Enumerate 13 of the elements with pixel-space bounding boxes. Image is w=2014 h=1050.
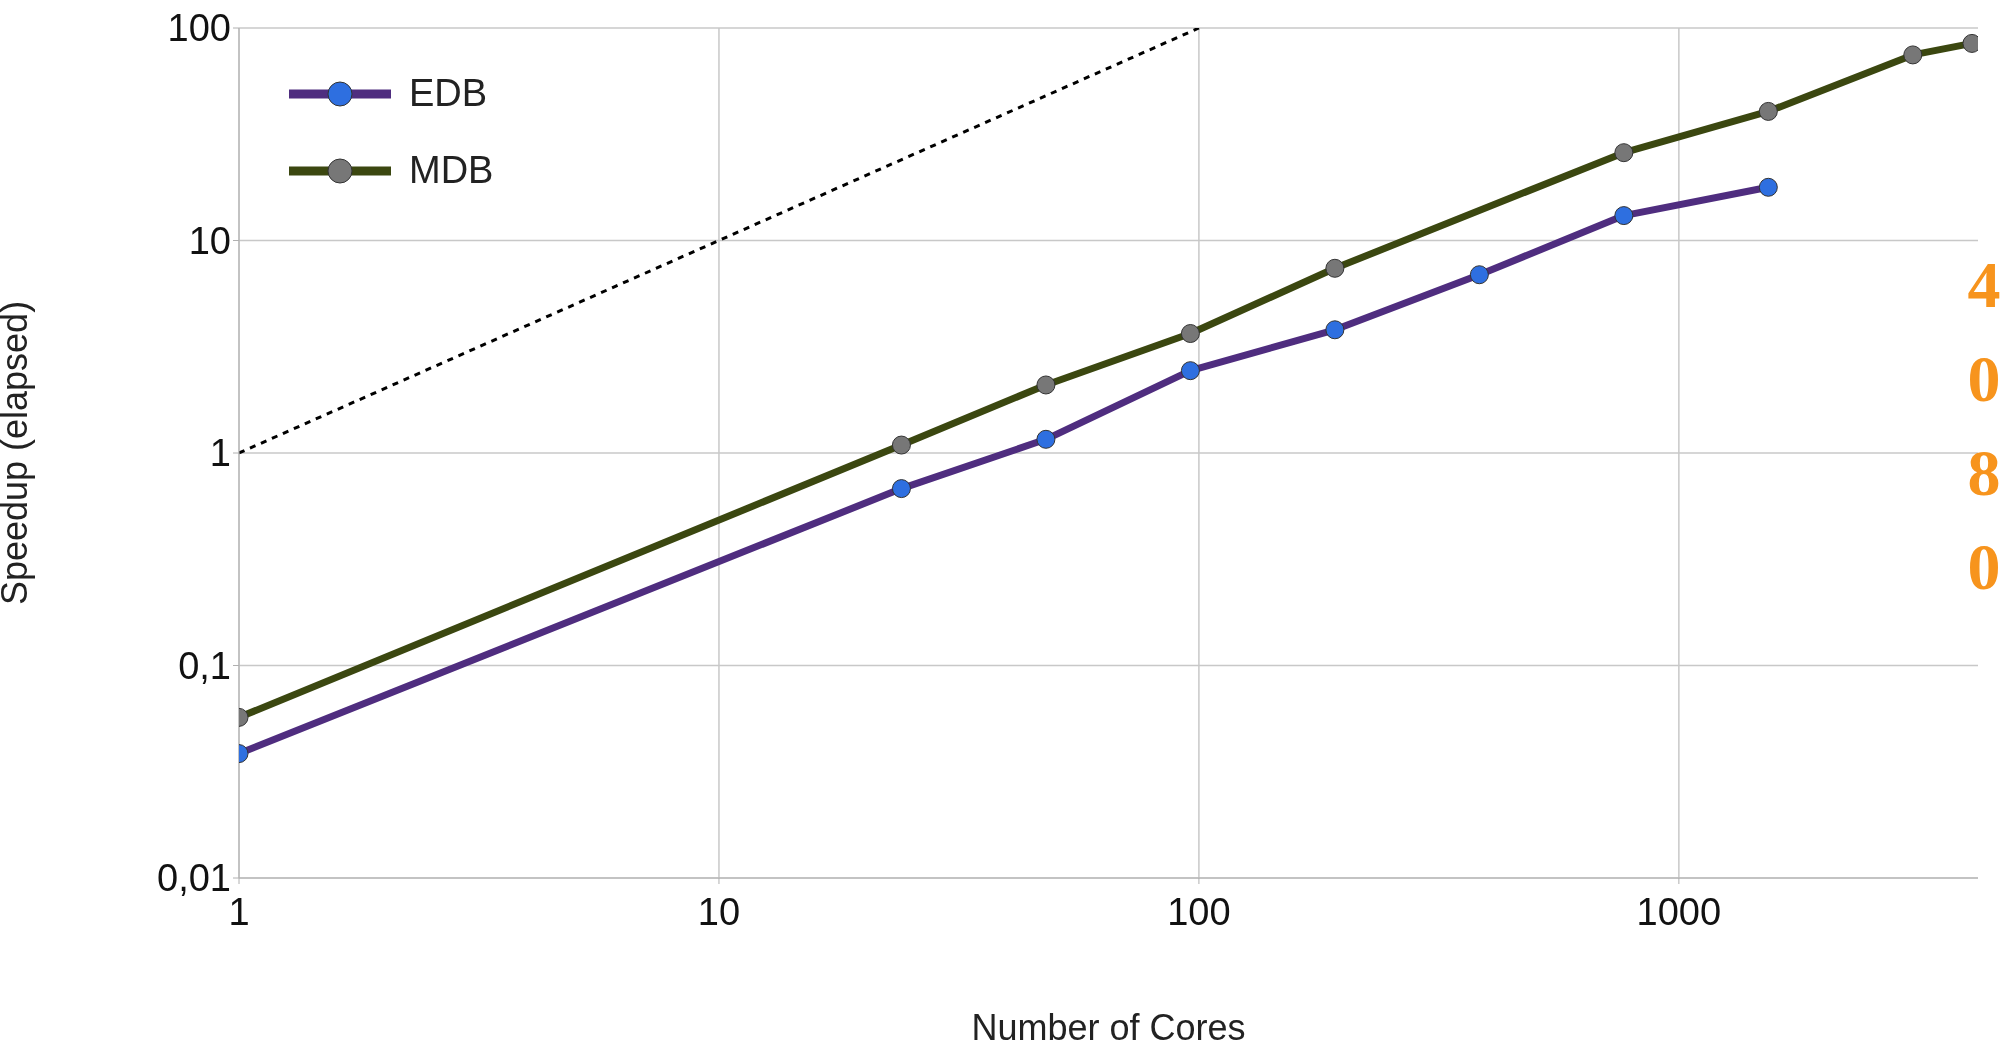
x-tick-label: 10 xyxy=(697,890,741,933)
y-tick-label: 100 xyxy=(167,7,231,50)
annotation: 4080 xyxy=(1966,247,2002,605)
y-tick-label: 0,1 xyxy=(178,644,231,687)
x-axis-title: Number of Cores xyxy=(971,1007,1246,1048)
x-tick-label: 100 xyxy=(1167,890,1231,933)
legend-label: MDB xyxy=(409,149,494,192)
y-tick-label: 0,01 xyxy=(157,857,231,900)
x-tick-label: 1000 xyxy=(1636,890,1722,933)
y-tick-label: 1 xyxy=(209,432,231,475)
y-tick-label: 10 xyxy=(188,219,231,262)
y-axis-title: Speedup (elapsed) xyxy=(0,300,35,606)
legend-label: EDB xyxy=(409,72,488,115)
